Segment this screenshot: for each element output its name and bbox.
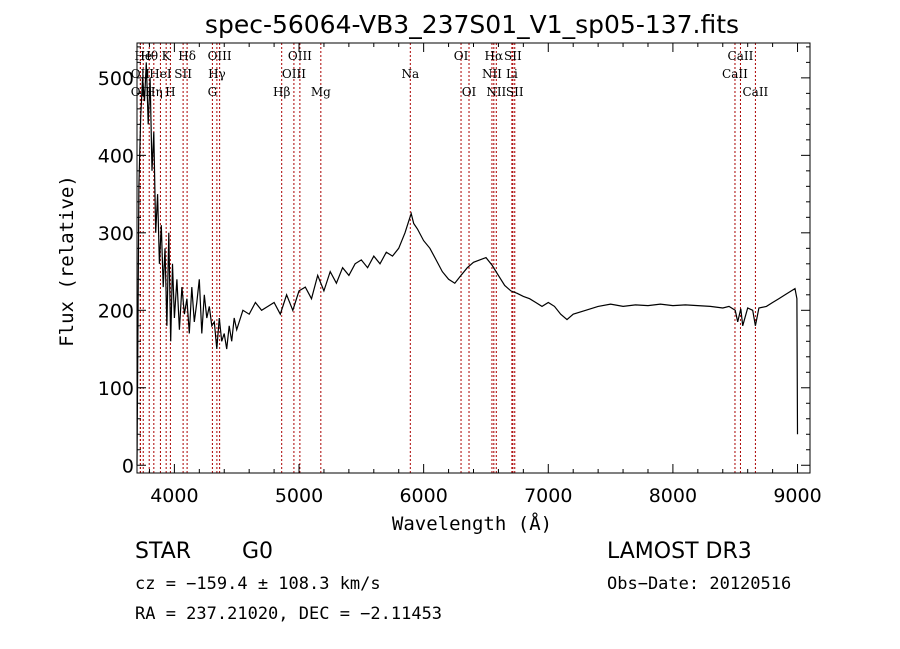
y-tick-label-2: 200 [98, 300, 134, 322]
line-label-0: He [134, 49, 152, 63]
x-tick-label-1: 5000 [275, 485, 323, 507]
spectrum-line [136, 62, 799, 466]
line-label-15: OIII [282, 67, 306, 81]
y-tick-label-0: 0 [122, 455, 134, 477]
line-label-10: OIII [208, 49, 232, 63]
line-label-7: HeI [149, 67, 172, 81]
observation-date: Obs−Date: 20120516 [607, 574, 791, 594]
line-label-5: K [162, 49, 172, 63]
line-label-14: OIII [288, 49, 312, 63]
line-label-23: SII [504, 49, 522, 63]
line-label-17: Na [401, 67, 419, 81]
axis-ticks: 4000 5000 6000 7000 8000 9000 0 100 200 300 400 500 [98, 43, 822, 507]
chart-title: spec-56064-VB3_237S01_V1_sp05-137.fits [205, 10, 739, 39]
line-label-16: Mg [311, 85, 331, 99]
line-label-18: OI [454, 49, 469, 63]
coordinates: RA = 237.21020, DEC = −2.11453 [135, 604, 442, 624]
x-tick-label-3: 7000 [524, 485, 572, 507]
y-axis-label: Flux (relative) [56, 175, 78, 347]
y-tick-label-5: 500 [98, 68, 134, 90]
line-label-25: SII [506, 85, 524, 99]
line-label-20: Hα [485, 49, 504, 63]
y-tick-label-1: 100 [98, 378, 134, 400]
emission-line-markers [139, 43, 756, 473]
line-label-22: NII [486, 85, 506, 99]
line-label-12: G [208, 85, 218, 99]
survey-name: LAMOST DR3 [607, 539, 752, 564]
plot-frame [136, 42, 811, 474]
line-label-21: NII [482, 67, 502, 81]
y-tick-label-4: 400 [98, 145, 134, 167]
x-tick-label-5: 9000 [773, 485, 821, 507]
line-label-3: Hθ [140, 49, 158, 63]
x-tick-label-0: 4000 [150, 485, 198, 507]
y-tick-label-3: 300 [98, 223, 134, 245]
line-label-26: CaII [728, 49, 754, 63]
x-tick-label-2: 6000 [399, 485, 447, 507]
line-label-6: H [165, 85, 175, 99]
line-label-28: CaII [742, 85, 768, 99]
redshift-velocity: cz = −159.4 ± 108.3 km/s [135, 574, 381, 594]
x-tick-label-4: 8000 [649, 485, 697, 507]
line-label-8: SII [174, 67, 192, 81]
line-label-13: Hβ [273, 85, 290, 99]
line-label-19: OI [462, 85, 477, 99]
line-label-24: Li [506, 67, 518, 81]
line-label-27: CaII [722, 67, 748, 81]
line-label-11: Hγ [208, 67, 226, 81]
object-subclass: G0 [242, 539, 273, 564]
line-label-9: Hδ [178, 49, 196, 63]
object-class: STAR [135, 539, 191, 564]
x-axis-label: Wavelength (Å) [392, 512, 552, 535]
